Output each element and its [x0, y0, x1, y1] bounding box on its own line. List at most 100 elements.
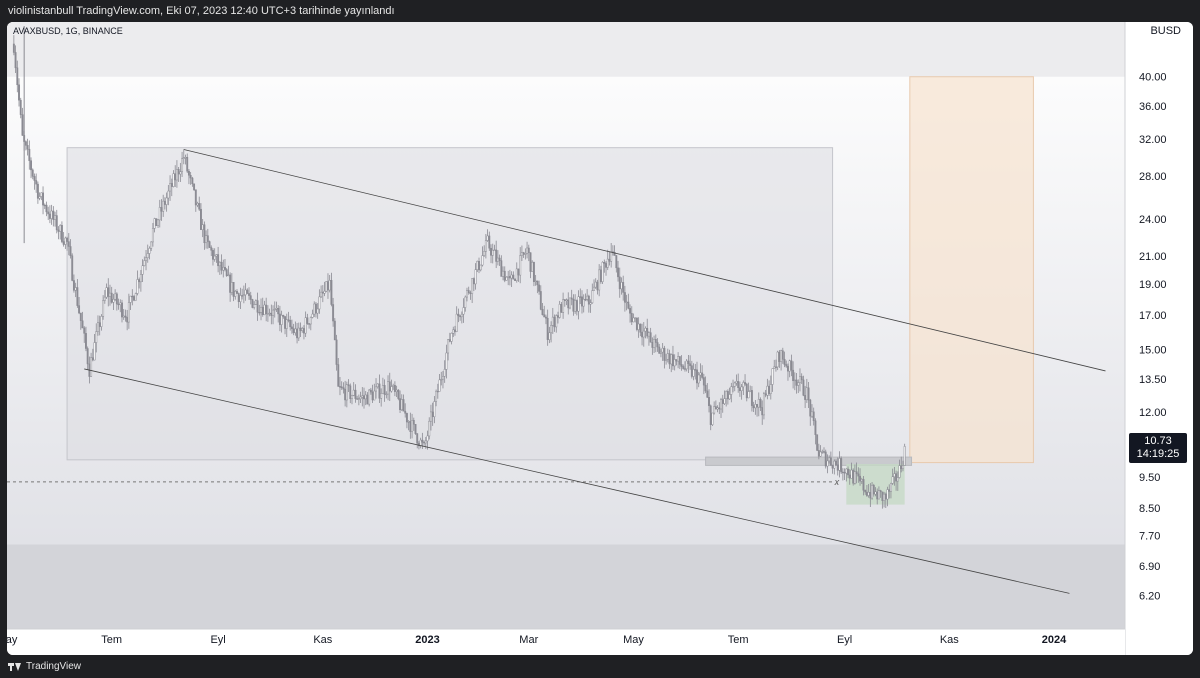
candle-body — [562, 299, 565, 313]
candle-body — [163, 200, 166, 205]
candle-body — [687, 360, 690, 364]
candle-body — [282, 314, 285, 317]
candle-body — [718, 407, 721, 410]
candle-body — [167, 190, 170, 199]
candle-body — [598, 269, 601, 291]
candle-body — [594, 281, 597, 288]
candle-body — [726, 391, 729, 400]
candle-body — [157, 219, 159, 226]
candle-body — [218, 261, 221, 267]
candle-body — [828, 457, 831, 462]
tradingview-logo[interactable]: TradingView — [8, 661, 81, 672]
candle-body — [388, 381, 391, 392]
candle-body — [236, 291, 238, 294]
candle-body — [526, 247, 529, 254]
candle-body — [45, 204, 48, 213]
candle-body — [146, 253, 149, 259]
chart-panel[interactable]: x 40.00 36.00 32.00 28.00 24.00 21.00 19.00 17.0… — [7, 22, 1193, 655]
candle-body — [520, 252, 523, 256]
candle-body — [323, 290, 326, 294]
candle-body — [721, 399, 724, 404]
candle-body — [840, 458, 843, 473]
candle-body — [184, 157, 187, 159]
candle-body — [874, 491, 877, 495]
candle-body — [52, 210, 55, 220]
price-chart[interactable]: x 40.00 36.00 32.00 28.00 24.00 21.00 19.00 17.0… — [7, 22, 1193, 655]
candle-body — [572, 298, 575, 312]
candle-body — [603, 261, 606, 264]
candle-body — [519, 255, 522, 276]
candle-body — [292, 328, 295, 334]
candle-body — [505, 276, 508, 281]
candle-body — [630, 313, 633, 323]
candle-body — [620, 282, 623, 290]
candle-body — [543, 314, 546, 318]
price-tick-label: 12.00 — [1139, 407, 1167, 419]
candle-body — [268, 312, 271, 315]
candle-body — [158, 207, 161, 221]
candle-body — [457, 313, 460, 317]
candle-body — [752, 405, 755, 409]
candle-body — [165, 197, 168, 205]
candle-body — [860, 479, 863, 482]
candle-body — [340, 386, 343, 388]
candle-body — [857, 473, 860, 477]
candle-body — [634, 317, 637, 319]
candle-body — [558, 304, 561, 318]
candle-body — [692, 369, 695, 377]
candle-body — [181, 158, 184, 172]
candle-body — [411, 420, 414, 432]
candle-body — [342, 387, 345, 390]
candle-body — [483, 251, 486, 256]
candle-body — [212, 250, 214, 260]
candle-body — [337, 364, 340, 387]
candle-body — [74, 287, 77, 291]
candle-body — [186, 157, 189, 172]
candle-body — [21, 114, 24, 136]
candle-body — [126, 317, 129, 323]
candle-body — [290, 326, 293, 329]
candle-body — [690, 365, 693, 377]
candle-body — [296, 328, 299, 339]
candle-body — [369, 389, 372, 393]
candle-body — [304, 317, 307, 334]
candle-body — [486, 235, 489, 241]
candle-body — [606, 258, 609, 268]
candle-body — [354, 389, 357, 399]
candle-body — [174, 173, 177, 181]
candle-body — [689, 363, 692, 366]
candle-body — [249, 295, 252, 300]
price-tick-label: 21.00 — [1139, 251, 1167, 263]
candle-body — [761, 407, 764, 416]
candle-body — [608, 258, 611, 262]
candle-body — [397, 389, 400, 399]
candle-body — [48, 213, 51, 219]
candle-body — [270, 312, 273, 316]
candle-body — [884, 493, 887, 500]
time-tick-label: Tem — [101, 634, 122, 646]
candle-body — [581, 296, 583, 307]
candle-body — [308, 323, 311, 325]
candle-body — [170, 183, 173, 187]
candle-body — [306, 317, 309, 324]
candle-body — [811, 411, 813, 417]
candle-body — [405, 413, 408, 423]
price-tick-label: 40.00 — [1139, 72, 1167, 84]
candle-body — [579, 296, 582, 298]
candle-body — [433, 401, 436, 418]
candle-body — [421, 439, 424, 443]
candle-body — [646, 327, 649, 337]
candle-body — [141, 265, 144, 275]
candle-body — [127, 302, 130, 323]
price-tick-label: 32.00 — [1139, 134, 1167, 146]
candle-body — [71, 255, 74, 281]
candle-body — [589, 302, 592, 305]
candle-body — [642, 330, 645, 338]
candle-body — [682, 366, 685, 369]
candle-body — [363, 395, 365, 400]
candle-body — [225, 269, 228, 276]
candle-body — [332, 304, 335, 322]
candle-body — [776, 351, 779, 368]
candle-body — [481, 255, 484, 266]
candle-body — [273, 308, 276, 311]
